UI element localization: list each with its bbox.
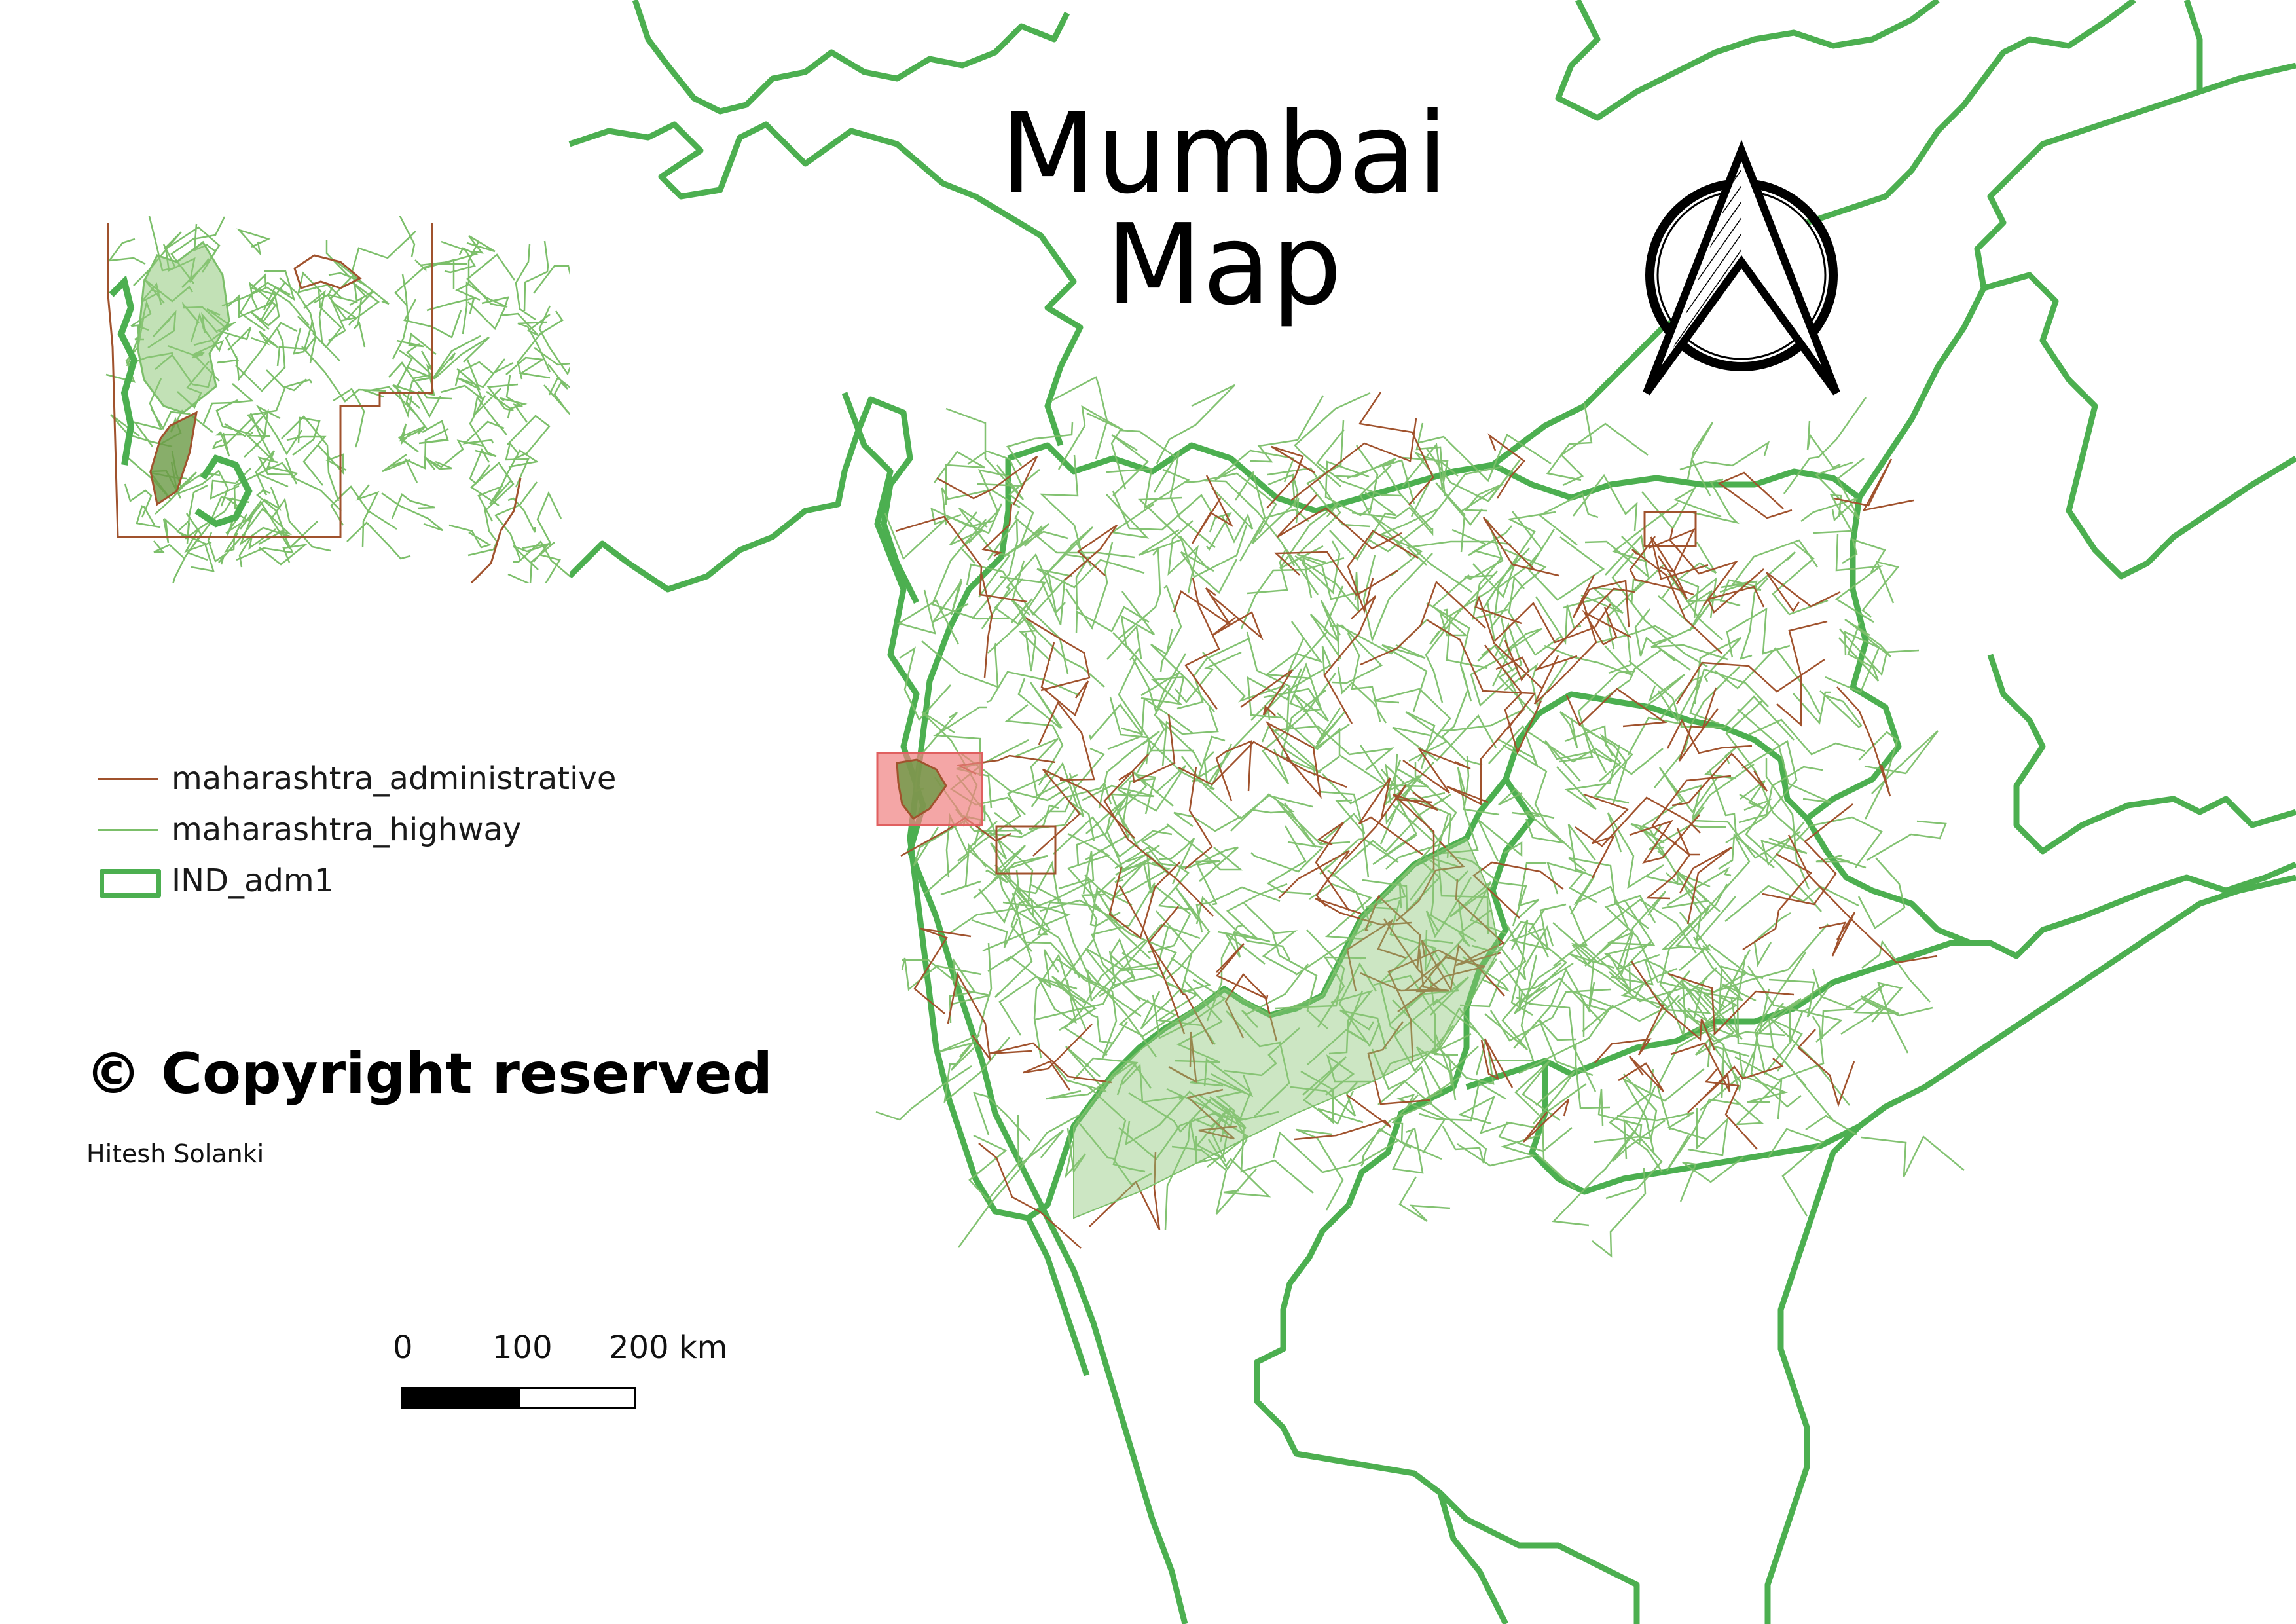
- legend: maharashtra_administrative maharashtra_h…: [98, 753, 616, 906]
- copyright-text: © Copyright reserved: [85, 1041, 773, 1107]
- legend-item-ind-adm1: IND_adm1: [98, 855, 616, 906]
- mumbai-region-shape: [896, 758, 947, 820]
- scale-segment-black: [401, 1387, 519, 1409]
- legend-item-administrative: maharashtra_administrative: [98, 753, 616, 804]
- pune-region-box: [995, 825, 1057, 875]
- legend-label: maharashtra_highway: [172, 811, 522, 848]
- inset-map[interactable]: [105, 189, 624, 605]
- nagpur-region-box: [1643, 511, 1697, 547]
- scale-tick-100: 100: [492, 1329, 553, 1366]
- legend-label: IND_adm1: [172, 862, 335, 899]
- highway-network: [875, 376, 1965, 1258]
- highway-line-swatch: [98, 817, 158, 843]
- dense-highway-area: [1073, 837, 1501, 1219]
- scale-segment-white: [519, 1387, 636, 1409]
- boundary-box-swatch: [98, 868, 161, 898]
- administrative-line-swatch: [98, 766, 158, 792]
- scale-tick-0: 0: [393, 1329, 413, 1366]
- map-title: Mumbai Map: [1000, 89, 1449, 330]
- author-name: Hitesh Solanki: [86, 1139, 264, 1168]
- administrative-boundaries: [895, 392, 1938, 1249]
- legend-label: maharashtra_administrative: [172, 760, 617, 797]
- scale-tick-200: 200 km: [609, 1329, 728, 1366]
- north-arrow-icon: [1643, 139, 1840, 396]
- legend-item-highway: maharashtra_highway: [98, 804, 616, 855]
- scale-bar: 0 100 200 km: [393, 1329, 733, 1414]
